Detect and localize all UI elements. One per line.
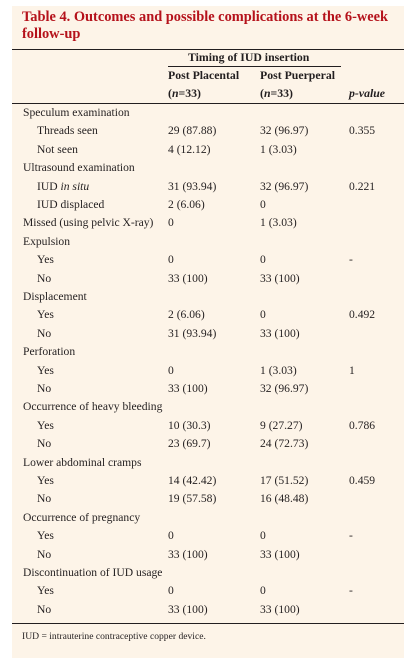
- cell-post-placental: 0: [168, 529, 174, 543]
- footnote: IUD = intrauterine contraceptive copper …: [22, 631, 206, 642]
- row-label: Yes: [37, 253, 54, 267]
- cell-p-value: 0.355: [349, 124, 376, 138]
- cell-post-puerperal: 24 (72.73): [260, 437, 309, 451]
- cell-post-puerperal: 1 (3.03): [260, 216, 297, 230]
- cell-post-placental: 33 (100): [168, 602, 208, 616]
- row-label: IUD displaced: [37, 198, 105, 211]
- cell-post-puerperal: 17 (51.52): [260, 474, 309, 487]
- cell-post-puerperal: 33 (100): [260, 326, 300, 340]
- header-rule: [12, 103, 404, 104]
- cell-post-puerperal: 1 (3.03): [260, 142, 297, 156]
- header-pvalue: p-value: [349, 86, 386, 100]
- cell-p-value: 0.459: [349, 474, 376, 487]
- cell-post-puerperal: 0: [260, 529, 266, 543]
- cell-post-placental: 23 (69.7): [168, 437, 211, 451]
- cell-post-placental: 33 (100): [168, 271, 208, 285]
- cell-post-puerperal: 0: [260, 253, 266, 267]
- cell-post-puerperal: 32 (96.97): [260, 124, 309, 138]
- cell-p-value: -: [349, 529, 353, 543]
- row-label: No: [37, 547, 52, 561]
- row-label: Displacement: [23, 290, 87, 303]
- cell-post-placental: 10 (30.3): [168, 418, 211, 432]
- cell-post-placental: 0: [168, 216, 174, 230]
- cell-post-placental: 0: [168, 584, 174, 598]
- header-n-post-puerperal: (n=33): [260, 86, 293, 100]
- row-label: Discontinuation of IUD usage: [23, 566, 163, 579]
- cell-post-placental: 2 (6.06): [168, 308, 205, 322]
- cell-post-placental: 31 (93.94): [168, 179, 217, 193]
- row-label: No: [37, 437, 52, 451]
- row-label: Yes: [37, 474, 54, 487]
- cell-p-value: -: [349, 253, 353, 267]
- row-label: Lower abdominal cramps: [23, 455, 142, 469]
- cell-post-placental: 19 (57.58): [168, 492, 217, 506]
- row-label: No: [37, 602, 52, 616]
- row-label: Yes: [37, 308, 54, 322]
- cell-post-placental: 31 (93.94): [168, 326, 217, 340]
- row-label: Occurrence of pregnancy: [23, 510, 141, 524]
- row-label: No: [37, 271, 52, 285]
- cell-post-puerperal: 0: [260, 308, 266, 322]
- cell-post-placental: 33 (100): [168, 382, 208, 395]
- cell-post-placental: 0: [168, 363, 174, 377]
- cell-post-placental: 33 (100): [168, 547, 208, 561]
- cell-post-puerperal: 33 (100): [260, 602, 300, 616]
- row-label: Threads seen: [37, 124, 98, 138]
- cell-post-puerperal: 0: [260, 584, 266, 598]
- cell-post-puerperal: 33 (100): [260, 547, 300, 561]
- cell-post-puerperal: 33 (100): [260, 271, 300, 285]
- header-col-post-placental: Post Placental: [168, 68, 240, 82]
- cell-p-value: 0.786: [349, 418, 376, 432]
- row-label: Expulsion: [23, 234, 71, 248]
- table-panel: Table 4. Outcomes and possible complicat…: [12, 6, 404, 658]
- cell-p-value: 1: [349, 363, 355, 377]
- row-label: Missed (using pelvic X-ray): [23, 216, 154, 230]
- cell-post-puerperal: 32 (96.97): [260, 382, 309, 395]
- cell-post-placental: 4 (12.12): [168, 142, 211, 156]
- cell-post-puerperal: 16 (48.48): [260, 492, 309, 506]
- row-label: Ultrasound examination: [23, 161, 135, 175]
- row-label: Occurrence of heavy bleeding: [23, 400, 163, 414]
- row-label: No: [37, 326, 52, 340]
- header-group-label: Timing of IUD insertion: [188, 50, 310, 64]
- row-label: No: [37, 382, 52, 395]
- cell-p-value: 0.492: [349, 308, 376, 322]
- header-col-post-puerperal: Post Puerperal: [260, 68, 336, 82]
- cell-post-placental: 29 (87.88): [168, 124, 217, 138]
- cell-post-puerperal: 0: [260, 198, 266, 211]
- row-label: Yes: [37, 529, 54, 543]
- row-label: No: [37, 492, 52, 506]
- row-label: Speculum examination: [23, 106, 130, 119]
- cell-p-value: 0.221: [349, 179, 376, 193]
- cell-post-placental: 2 (6.06): [168, 198, 205, 211]
- group-underline: [168, 66, 341, 67]
- row-label: Yes: [37, 418, 54, 432]
- header-n-post-placental: (n=33): [168, 86, 201, 100]
- cell-post-puerperal: 1 (3.03): [260, 363, 297, 377]
- row-label: Not seen: [37, 142, 78, 156]
- cell-post-placental: 0: [168, 253, 174, 267]
- bottom-rule: [12, 623, 404, 624]
- cell-post-puerperal: 9 (27.27): [260, 418, 303, 432]
- table-title: Table 4. Outcomes and possible complicat…: [22, 9, 389, 42]
- row-label: Yes: [37, 584, 54, 598]
- row-label: IUD in situ: [37, 179, 90, 193]
- title-rule: [12, 49, 404, 50]
- row-label: Perforation: [23, 345, 76, 359]
- cell-post-puerperal: 32 (96.97): [260, 179, 309, 193]
- cell-p-value: -: [349, 584, 353, 598]
- row-label: Yes: [37, 363, 54, 377]
- cell-post-placental: 14 (42.42): [168, 474, 217, 487]
